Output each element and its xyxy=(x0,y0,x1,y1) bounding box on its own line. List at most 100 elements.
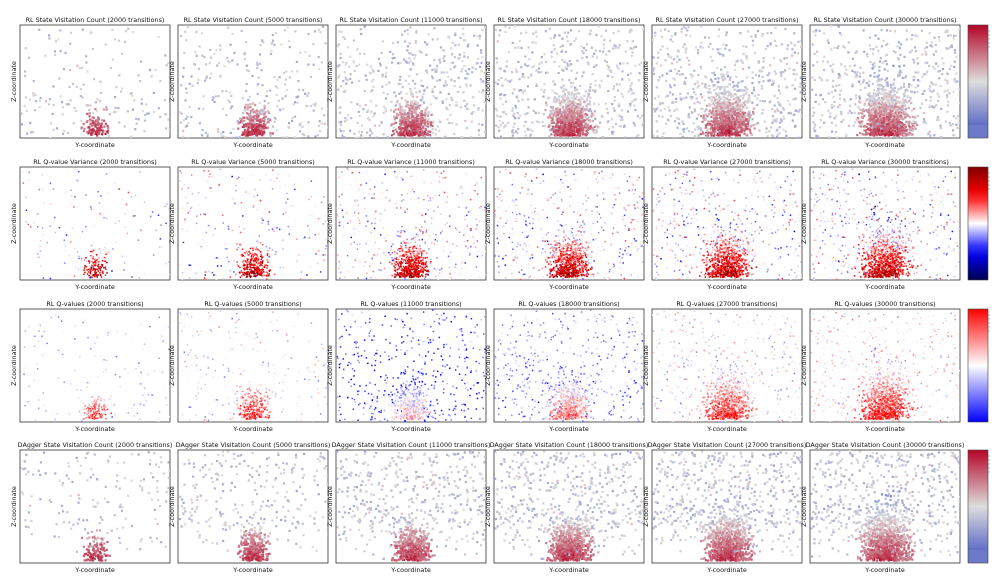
heatmap-cell xyxy=(891,122,894,125)
heatmap-cell xyxy=(865,98,868,101)
heatmap-cell xyxy=(591,127,594,130)
heatmap-cell xyxy=(259,124,262,127)
heatmap-cell xyxy=(551,105,555,109)
heatmap-cell xyxy=(411,93,414,96)
heatmap-cell xyxy=(690,75,693,79)
heatmap-cell xyxy=(418,50,421,53)
heatmap-cell xyxy=(740,128,743,132)
heatmap-panel: RL State Visitation Count (11000 transit… xyxy=(326,16,487,149)
heatmap-cell xyxy=(30,131,33,134)
heatmap-cell xyxy=(676,60,679,64)
heatmap-cell xyxy=(288,46,291,49)
heatmap-cell xyxy=(38,106,41,109)
heatmap-cell xyxy=(406,49,409,52)
heatmap-cell xyxy=(339,120,343,124)
heatmap-cell xyxy=(59,29,62,32)
heatmap-cell xyxy=(580,45,583,48)
heatmap-cell xyxy=(558,65,561,68)
heatmap-cell xyxy=(742,105,745,109)
heatmap-cell xyxy=(367,117,370,120)
heatmap-cell xyxy=(576,71,579,74)
heatmap-cell xyxy=(574,92,577,96)
heatmap-cell xyxy=(553,91,556,94)
heatmap-cell xyxy=(633,46,636,49)
heatmap-cell xyxy=(415,31,418,34)
heatmap-cell xyxy=(877,99,880,102)
heatmap-cell xyxy=(343,71,346,74)
heatmap-cell xyxy=(547,96,550,100)
heatmap-cell xyxy=(416,95,419,98)
heatmap-cell xyxy=(750,133,753,136)
heatmap-cell xyxy=(716,113,720,116)
heatmap-cell xyxy=(557,71,560,75)
heatmap-cell xyxy=(253,128,256,131)
heatmap-cell xyxy=(849,104,852,107)
heatmap-cell xyxy=(412,121,415,124)
heatmap-cell xyxy=(873,62,876,65)
heatmap-cell xyxy=(524,130,527,133)
heatmap-cell xyxy=(594,79,597,82)
heatmap-cell xyxy=(386,135,389,138)
heatmap-cell xyxy=(294,101,297,104)
heatmap-cell xyxy=(733,92,736,96)
heatmap-cell xyxy=(408,110,411,114)
heatmap-cell xyxy=(562,84,565,87)
heatmap-cell xyxy=(667,30,670,33)
heatmap-cell xyxy=(720,97,723,100)
heatmap-cell xyxy=(570,132,573,135)
heatmap-cell xyxy=(87,132,90,135)
heatmap-cell xyxy=(113,111,116,114)
heatmap-cell xyxy=(101,131,104,134)
heatmap-cell xyxy=(607,89,610,93)
heatmap-cell xyxy=(761,112,764,115)
heatmap-cell xyxy=(563,132,566,136)
heatmap-cell xyxy=(779,59,782,62)
heatmap-cell xyxy=(561,132,564,135)
heatmap-cell xyxy=(899,69,902,72)
heatmap-cell xyxy=(284,95,287,98)
heatmap-cell xyxy=(203,56,206,59)
heatmap-cell xyxy=(258,102,261,105)
heatmap-cell xyxy=(404,60,408,63)
heatmap-cell xyxy=(254,125,257,129)
heatmap-cell xyxy=(900,133,903,136)
heatmap-cell xyxy=(415,104,418,107)
heatmap-cell xyxy=(258,110,261,113)
heatmap-cell xyxy=(358,79,361,82)
heatmap-cell xyxy=(511,41,514,44)
heatmap-cell xyxy=(61,113,64,116)
heatmap-cell xyxy=(692,87,695,91)
heatmap-cell xyxy=(925,46,929,49)
heatmap-cell xyxy=(442,57,445,60)
heatmap-cell xyxy=(511,129,514,132)
heatmap-cell xyxy=(400,113,403,116)
heatmap-cell xyxy=(480,70,483,73)
heatmap-cell xyxy=(693,69,696,72)
heatmap-cell xyxy=(581,75,584,78)
heatmap-cell xyxy=(603,38,606,42)
heatmap-cell xyxy=(704,133,707,136)
heatmap-cell xyxy=(724,131,727,134)
heatmap-cell xyxy=(397,108,400,111)
heatmap-cell xyxy=(712,129,715,132)
heatmap-cell xyxy=(693,83,696,86)
heatmap-cell xyxy=(718,104,722,107)
heatmap-cell xyxy=(400,132,403,135)
heatmap-cell xyxy=(165,64,168,67)
heatmap-cell xyxy=(417,134,420,137)
heatmap-cell xyxy=(653,67,656,70)
heatmap-cell xyxy=(90,133,93,136)
heatmap-cell xyxy=(327,108,328,111)
heatmap-cell xyxy=(747,30,750,33)
heatmap-cell xyxy=(732,137,735,138)
heatmap-cell xyxy=(617,103,621,106)
heatmap-cell xyxy=(407,82,410,85)
heatmap-cell xyxy=(429,64,432,67)
heatmap-cell xyxy=(720,92,723,95)
heatmap-cell xyxy=(534,111,537,114)
heatmap-cell xyxy=(562,94,565,97)
heatmap-cell xyxy=(498,67,501,70)
heatmap-cell xyxy=(613,109,616,112)
heatmap-cell xyxy=(899,53,902,56)
heatmap-cell xyxy=(733,88,736,91)
